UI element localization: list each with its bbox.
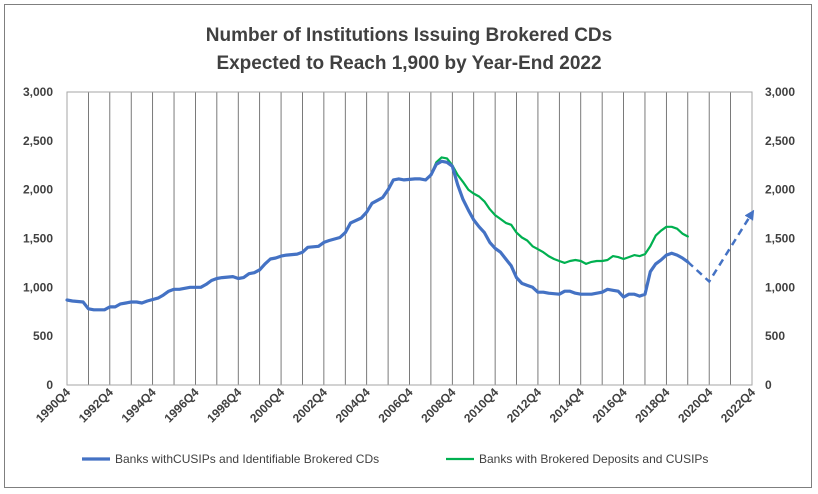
x-tick-label: 1998Q4 [204, 385, 244, 425]
x-tick-label: 2000Q4 [247, 385, 287, 425]
x-tick-label: 2006Q4 [376, 385, 416, 425]
y-tick-label-left: 0 [46, 378, 53, 392]
y-tick-label-right: 3,000 [765, 85, 795, 99]
x-tick-label: 1994Q4 [119, 385, 159, 425]
x-tick-label: 1992Q4 [76, 385, 116, 425]
projection-line [686, 209, 755, 284]
x-tick-label: 2008Q4 [418, 385, 458, 425]
x-tick-label: 2010Q4 [461, 385, 501, 425]
x-tick-label: 2018Q4 [632, 385, 672, 425]
series-line-cusip [65, 159, 690, 312]
y-tick-label-left: 3,000 [23, 85, 53, 99]
x-tick-label: 2016Q4 [590, 385, 630, 425]
x-tick-label: 2020Q4 [675, 385, 715, 425]
y-tick-label-left: 1,500 [23, 232, 53, 246]
x-tick-label: 2022Q4 [718, 385, 758, 425]
y-tick-label-left: 1,000 [23, 280, 53, 294]
y-tick-label-right: 500 [765, 329, 785, 343]
y-tick-label-left: 500 [33, 329, 53, 343]
chart-subtitle: Expected to Reach 1,900 by Year-End 2022 [216, 53, 602, 74]
chart-frame [4, 4, 812, 488]
legend-label-brokered: Banks with Brokered Deposits and CUSIPs [479, 452, 708, 466]
axes [66, 91, 753, 386]
series-line-brokered [65, 156, 689, 311]
legend-label-cusip: Banks withCUSIPs and Identifiable Broker… [115, 452, 379, 466]
x-tick-label: 2012Q4 [504, 385, 544, 425]
x-tick-label: 2004Q4 [333, 385, 373, 425]
x-tick-label: 1996Q4 [161, 385, 201, 425]
y-tick-label-right: 1,500 [765, 232, 795, 246]
y-tick-label-right: 0 [765, 378, 772, 392]
series-lines [65, 156, 755, 312]
plot-area-border [66, 91, 753, 386]
gridlines [88, 92, 753, 385]
y-tick-label-left: 2,000 [23, 183, 53, 197]
y-tick-label-right: 1,000 [765, 280, 795, 294]
x-tick-label: 1990Q4 [33, 385, 73, 425]
chart-title: Number of Institutions Issuing Brokered … [205, 25, 613, 46]
y-tick-label-left: 2,500 [23, 134, 53, 148]
y-tick-label-right: 2,000 [765, 183, 795, 197]
y-tick-label-right: 2,500 [765, 134, 795, 148]
x-tick-label: 2002Q4 [290, 385, 330, 425]
legend: Banks withCUSIPs and Identifiable Broker… [82, 452, 708, 466]
x-tick-label: 2014Q4 [547, 385, 587, 425]
